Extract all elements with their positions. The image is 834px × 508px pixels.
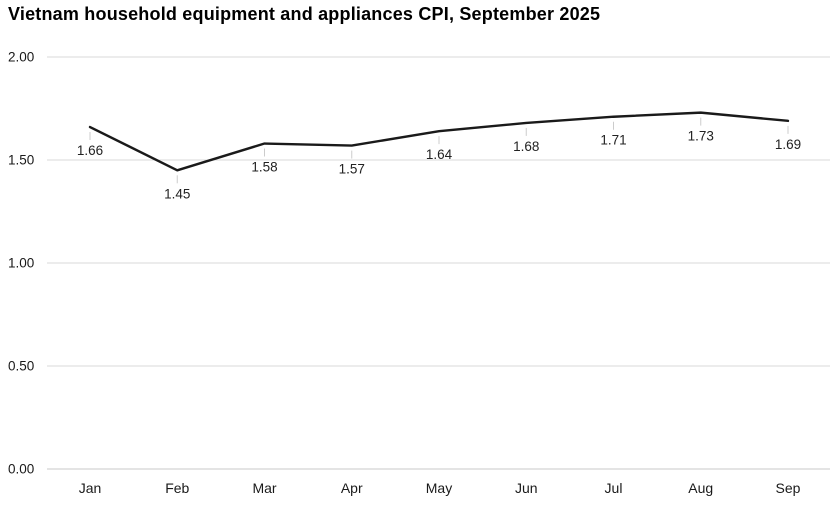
y-tick-label: 0.00 bbox=[8, 462, 34, 477]
y-tick-label: 0.50 bbox=[8, 359, 34, 374]
x-tick-label: Feb bbox=[165, 480, 189, 496]
x-tick-label: Aug bbox=[688, 480, 713, 496]
data-point-label: 1.71 bbox=[600, 133, 626, 148]
y-tick-label: 1.00 bbox=[8, 256, 34, 271]
data-point-label: 1.73 bbox=[688, 129, 714, 144]
x-tick-label: Jul bbox=[605, 480, 623, 496]
series-line bbox=[88, 111, 790, 172]
x-tick-label: Apr bbox=[341, 480, 363, 496]
x-tick-label: Jun bbox=[515, 480, 538, 496]
data-point-label: 1.58 bbox=[251, 160, 277, 175]
data-point-label: 1.68 bbox=[513, 139, 539, 154]
y-tick-label: 1.50 bbox=[8, 153, 34, 168]
x-tick-label: Mar bbox=[252, 480, 276, 496]
x-tick-label: Sep bbox=[776, 480, 801, 496]
data-point-label: 1.66 bbox=[77, 143, 103, 158]
data-point-label: 1.57 bbox=[339, 162, 365, 177]
chart-title: Vietnam household equipment and applianc… bbox=[8, 4, 601, 24]
data-point-label: 1.64 bbox=[426, 147, 453, 162]
data-point-label: 1.45 bbox=[164, 186, 190, 201]
x-tick-label: May bbox=[426, 480, 452, 496]
y-tick-label: 2.00 bbox=[8, 50, 34, 65]
data-point-label: 1.69 bbox=[775, 137, 801, 152]
x-tick-label: Jan bbox=[79, 480, 102, 496]
